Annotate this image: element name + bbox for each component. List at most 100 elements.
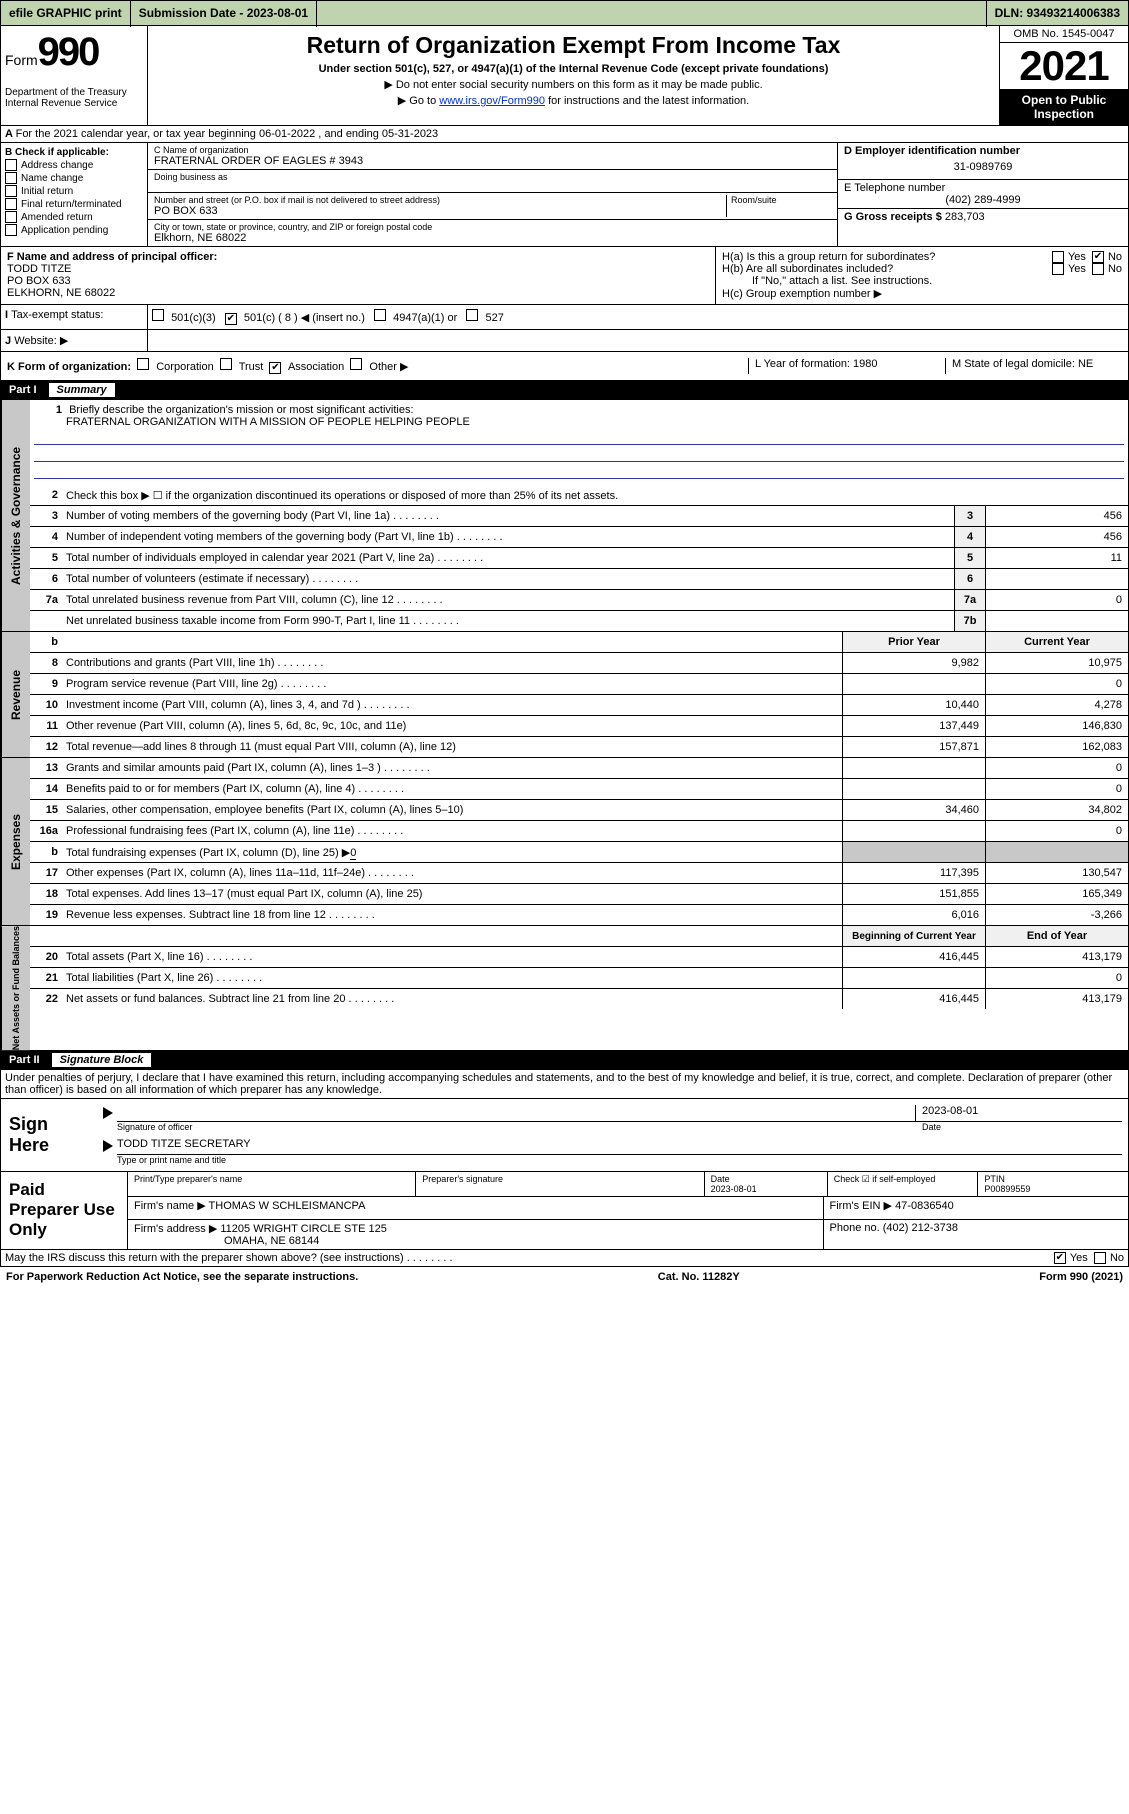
l5-box: 5	[954, 548, 985, 568]
discuss-no: No	[1110, 1252, 1124, 1264]
l1-label: Briefly describe the organization's miss…	[69, 404, 413, 416]
part2-name: Signature Block	[52, 1053, 152, 1067]
preparer-sig-hdr: Preparer's signature	[416, 1172, 704, 1196]
efile-print-link[interactable]: efile GRAPHIC print	[1, 0, 131, 27]
ein-value: 31-0989769	[844, 157, 1122, 177]
l19-py: 6,016	[842, 905, 985, 925]
opt-501c: 501(c) ( 8 ) ◀ (insert no.)	[244, 312, 365, 324]
chk-4947[interactable]	[374, 309, 386, 321]
firm-ein-label: Firm's EIN ▶	[830, 1200, 893, 1212]
discuss-no-chk[interactable]	[1094, 1252, 1106, 1264]
lbl-name-change: Name change	[21, 173, 83, 184]
form-header: Form990 Department of the Treasury Inter…	[0, 26, 1129, 126]
l6-val	[985, 569, 1128, 589]
chk-name-change[interactable]	[5, 172, 17, 184]
firm-name: THOMAS W SCHLEISMANCPA	[209, 1200, 366, 1212]
city-value: Elkhorn, NE 68022	[154, 232, 831, 244]
form-number: 990	[38, 30, 99, 74]
l9-py	[842, 674, 985, 694]
dba-label: Doing business as	[154, 172, 831, 182]
expenses-section: Expenses 13Grants and similar amounts pa…	[0, 758, 1129, 926]
hdr-prior-year: Prior Year	[842, 632, 985, 652]
part1-no: Part I	[9, 384, 37, 396]
form-label: Form	[5, 52, 38, 68]
chk-application-pending[interactable]	[5, 224, 17, 236]
chk-assoc[interactable]	[269, 362, 281, 374]
officer-name: TODD TITZE	[7, 263, 709, 275]
chk-501c[interactable]	[225, 313, 237, 325]
chk-other[interactable]	[350, 358, 362, 370]
website-value	[148, 330, 1128, 351]
l12-py: 157,871	[842, 737, 985, 757]
firm-ein: 47-0836540	[895, 1200, 954, 1212]
l4-box: 4	[954, 527, 985, 547]
vtab-expenses: Expenses	[1, 758, 30, 925]
city-label: City or town, state or province, country…	[154, 222, 831, 232]
col-c-org-info: C Name of organization FRATERNAL ORDER O…	[148, 143, 838, 246]
line-a-text: For the 2021 calendar year, or tax year …	[16, 128, 439, 140]
l12-desc: Total revenue—add lines 8 through 11 (mu…	[62, 739, 842, 755]
revenue-section: Revenue bPrior YearCurrent Year 8Contrib…	[0, 632, 1129, 758]
paid-preparer-section: Paid Preparer Use Only Print/Type prepar…	[0, 1172, 1129, 1250]
hc-label: H(c) Group exemption number ▶	[722, 287, 1122, 300]
form-number-cell: Form990 Department of the Treasury Inter…	[1, 26, 148, 125]
l10-py: 10,440	[842, 695, 985, 715]
paid-preparer-label: Paid Preparer Use Only	[1, 1172, 128, 1249]
l6-box: 6	[954, 569, 985, 589]
tax-year: 2021	[1000, 43, 1128, 89]
omb-number: OMB No. 1545-0047	[1000, 26, 1128, 43]
chk-initial-return[interactable]	[5, 185, 17, 197]
f-h-row: F Name and address of principal officer:…	[0, 247, 1129, 305]
l-year-formation: L Year of formation: 1980	[748, 358, 945, 374]
firm-addr-label: Firm's address ▶	[134, 1223, 217, 1235]
l20-b: 416,445	[842, 947, 985, 967]
chk-trust[interactable]	[220, 358, 232, 370]
mission-underline	[34, 464, 1124, 479]
chk-amended-return[interactable]	[5, 211, 17, 223]
chk-501c3[interactable]	[152, 309, 164, 321]
l4-val: 456	[985, 527, 1128, 547]
ha-yes-chk[interactable]	[1052, 251, 1064, 263]
signature-label: Signature of officer	[117, 1122, 922, 1132]
discuss-yes-chk[interactable]	[1054, 1252, 1066, 1264]
l19-cy: -3,266	[985, 905, 1128, 925]
l3-desc: Number of voting members of the governin…	[62, 508, 954, 524]
l3-box: 3	[954, 506, 985, 526]
l15-cy: 34,802	[985, 800, 1128, 820]
footer-right: Form 990 (2021)	[1039, 1271, 1123, 1283]
hb-no-chk[interactable]	[1092, 263, 1104, 275]
topbar: efile GRAPHIC print Submission Date - 20…	[0, 0, 1129, 26]
line-a-tax-year: A For the 2021 calendar year, or tax yea…	[0, 126, 1129, 143]
gross-receipts-value: 283,703	[945, 211, 985, 223]
l18-desc: Total expenses. Add lines 13–17 (must eq…	[62, 886, 842, 902]
lbl-amended-return: Amended return	[21, 212, 93, 223]
l22-e: 413,179	[985, 989, 1128, 1009]
firm-addr1: 11205 WRIGHT CIRCLE STE 125	[220, 1223, 387, 1235]
ptin-val: P00899559	[984, 1184, 1122, 1194]
chk-corp[interactable]	[137, 358, 149, 370]
tax-exempt-label: Tax-exempt status:	[11, 309, 103, 321]
l10-desc: Investment income (Part VIII, column (A)…	[62, 697, 842, 713]
col-d-e-g: D Employer identification number 31-0989…	[838, 143, 1128, 246]
mission-underline	[34, 430, 1124, 445]
ha-no: No	[1108, 251, 1122, 263]
l7a-box: 7a	[954, 590, 985, 610]
c-name-label: C Name of organization	[154, 145, 831, 155]
hb-yes: Yes	[1068, 263, 1086, 275]
l15-py: 34,460	[842, 800, 985, 820]
officer-name-label: Type or print name and title	[117, 1155, 1122, 1165]
chk-final-return[interactable]	[5, 198, 17, 210]
activities-governance: Activities & Governance 1 Briefly descri…	[0, 400, 1129, 632]
m-state-domicile: M State of legal domicile: NE	[945, 358, 1122, 374]
chk-address-change[interactable]	[5, 159, 17, 171]
year-cell: OMB No. 1545-0047 2021 Open to Public In…	[999, 26, 1128, 125]
website-label: Website: ▶	[14, 335, 68, 347]
irs-link[interactable]: www.irs.gov/Form990	[439, 95, 545, 107]
hb-yes-chk[interactable]	[1052, 263, 1064, 275]
ha-no-chk[interactable]	[1092, 251, 1104, 263]
part2-header: Part II Signature Block	[0, 1051, 1129, 1070]
l15-desc: Salaries, other compensation, employee b…	[62, 802, 842, 818]
footer: For Paperwork Reduction Act Notice, see …	[0, 1267, 1129, 1287]
chk-527[interactable]	[466, 309, 478, 321]
hdr-end-year: End of Year	[985, 926, 1128, 946]
